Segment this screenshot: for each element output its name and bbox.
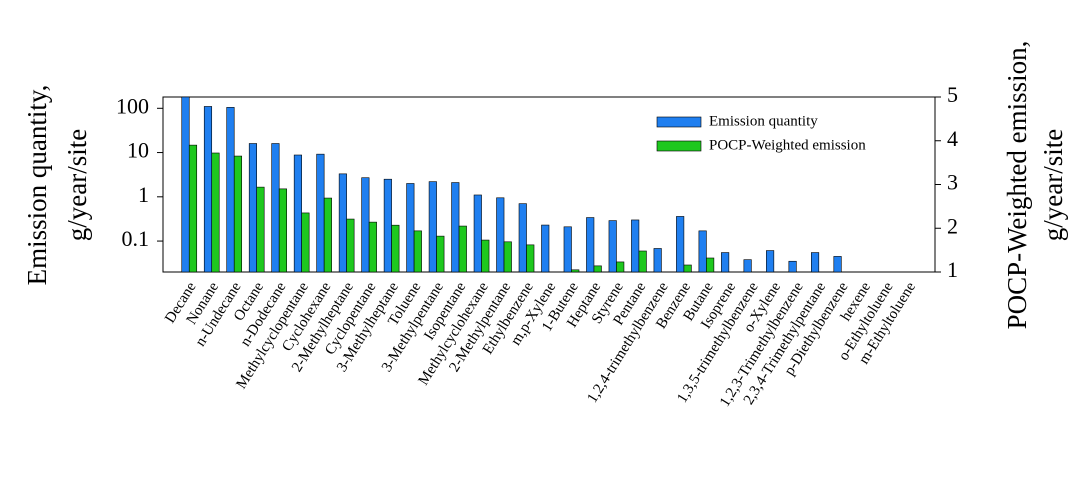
y2-tick-label: 2 — [947, 213, 958, 238]
bar — [338, 173, 347, 273]
bar — [743, 259, 752, 273]
bar — [383, 178, 392, 273]
bar — [833, 256, 842, 273]
y-axis-label: g/year/site — [62, 129, 92, 241]
y2-tick-label: 1 — [947, 257, 958, 282]
bar — [346, 218, 355, 273]
bar — [518, 203, 527, 273]
bar — [406, 183, 415, 273]
bar — [721, 252, 730, 273]
bar — [203, 106, 213, 273]
bar — [391, 224, 400, 273]
y2-axis-label: POCP-Weighted emission, — [1002, 41, 1032, 330]
bar — [676, 216, 685, 273]
bar — [766, 250, 775, 273]
bar — [181, 96, 190, 273]
bar — [563, 226, 572, 273]
bar — [368, 221, 377, 273]
bar — [683, 264, 692, 273]
bar — [571, 269, 580, 273]
bar — [301, 212, 310, 273]
y-axis-label: Emission quantity, — [22, 85, 52, 286]
bar — [631, 219, 640, 273]
bar — [256, 186, 265, 273]
y-tick-label: 100 — [116, 93, 149, 118]
bar — [248, 143, 257, 273]
bar — [788, 260, 797, 273]
bar — [293, 154, 302, 273]
bar — [436, 235, 445, 273]
bar — [698, 230, 707, 273]
bar — [473, 194, 482, 273]
bar — [278, 188, 287, 273]
bar — [616, 261, 625, 273]
bar — [638, 250, 647, 273]
bar — [458, 225, 467, 273]
y-tick-label: 10 — [127, 138, 149, 163]
bar — [188, 144, 198, 273]
bar — [541, 224, 550, 273]
bar — [496, 197, 505, 273]
y-tick-label: 1 — [138, 182, 149, 207]
legend-swatch — [656, 140, 702, 152]
legend-label: Emission quantity — [709, 113, 818, 129]
y-tick-label: 0.1 — [122, 226, 150, 251]
bar — [451, 182, 460, 273]
bar — [653, 248, 662, 273]
legend-label: POCP-Weighted emission — [709, 137, 866, 153]
bar — [593, 265, 602, 273]
y2-tick-label: 3 — [947, 170, 958, 195]
bar — [608, 220, 617, 273]
legend-swatch — [656, 116, 702, 128]
bar — [428, 181, 437, 273]
y2-axis-label: g/year/site — [1038, 129, 1068, 241]
y2-tick-label: 4 — [947, 126, 958, 151]
bar — [316, 153, 325, 273]
bar — [526, 244, 535, 273]
bar — [413, 230, 422, 273]
bar — [503, 241, 512, 273]
bar — [323, 197, 332, 273]
bar — [233, 155, 243, 273]
bar — [361, 177, 370, 273]
bar — [271, 143, 280, 273]
bar — [481, 239, 490, 273]
bar — [586, 217, 595, 273]
bar — [811, 252, 820, 273]
y2-tick-label: 5 — [947, 82, 958, 107]
bar — [211, 152, 220, 273]
bar — [706, 257, 715, 273]
bar — [226, 107, 235, 273]
